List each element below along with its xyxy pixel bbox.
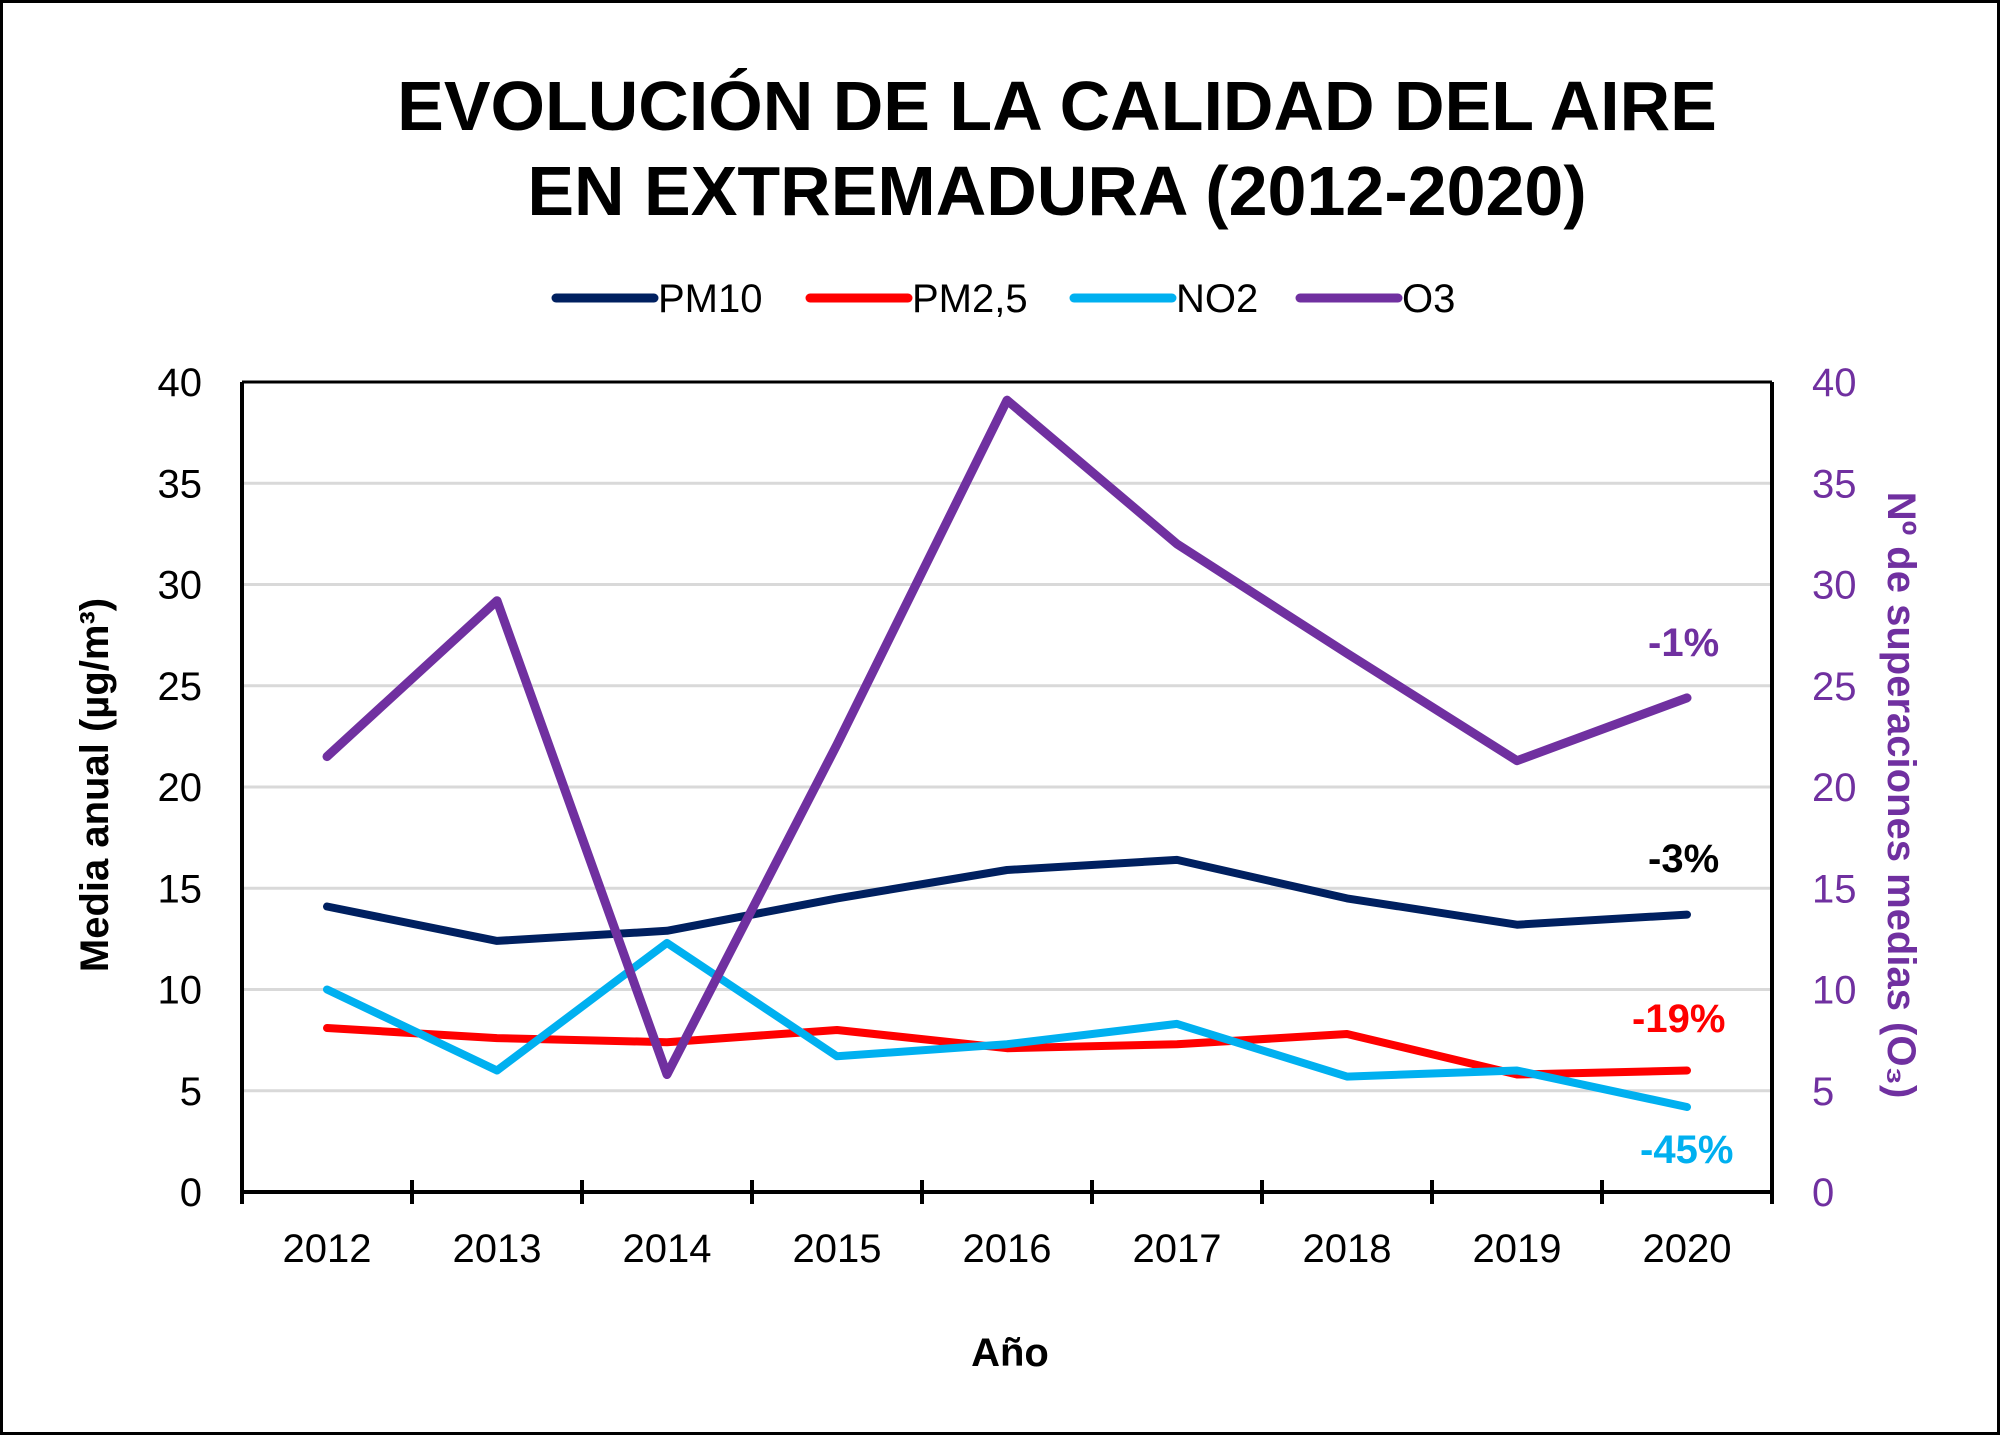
legend-label: PM10 bbox=[658, 277, 763, 321]
y-axis-right-title: Nº de superaciones medias (O₃) bbox=[1879, 492, 1923, 1099]
x-axis-ticks: 2012 2013 2014 2015 2016 2017 2018 2019 2020 bbox=[283, 1227, 1732, 1271]
y-axis-left-ticks: 0 5 10 15 20 25 30 35 40 bbox=[158, 361, 203, 1215]
axes bbox=[240, 380, 1774, 1204]
legend-item: PM10 bbox=[551, 277, 763, 321]
y-tick-label-right: 30 bbox=[1812, 564, 1857, 608]
x-tick-label: 2020 bbox=[1643, 1227, 1732, 1271]
y-axis-left-title: Media anual (µg/m³) bbox=[73, 598, 117, 972]
annotation-pm10: -3% bbox=[1648, 837, 1719, 881]
y-tick-label-right: 35 bbox=[1812, 462, 1857, 506]
annotation-no2: -45% bbox=[1640, 1128, 1733, 1172]
x-tick-label: 2017 bbox=[1133, 1227, 1222, 1271]
x-tick-label: 2018 bbox=[1303, 1227, 1392, 1271]
y-tick-label-left: 5 bbox=[180, 1070, 202, 1114]
gridlines bbox=[242, 481, 1772, 1093]
y-tick-label-left: 30 bbox=[158, 564, 203, 608]
annotation-pm25: -19% bbox=[1632, 997, 1725, 1041]
y-tick-label-left: 0 bbox=[180, 1171, 202, 1215]
x-tick-label: 2012 bbox=[283, 1227, 372, 1271]
chart-title-line-2: EN EXTREMADURA (2012-2020) bbox=[527, 152, 1586, 230]
y-tick-label-left: 35 bbox=[158, 462, 203, 506]
legend-label: NO2 bbox=[1176, 277, 1258, 321]
y-tick-label-left: 15 bbox=[158, 867, 203, 911]
annotation-o3: -1% bbox=[1648, 621, 1719, 665]
y-tick-label-right: 5 bbox=[1812, 1070, 1834, 1114]
y-tick-label-left: 40 bbox=[158, 361, 203, 405]
series-line-o3 bbox=[322, 395, 1692, 1079]
series-line-no2 bbox=[323, 938, 1691, 1111]
y-tick-label-left: 10 bbox=[158, 969, 203, 1013]
legend-label: PM2,5 bbox=[912, 277, 1028, 321]
y-tick-label-left: 25 bbox=[158, 665, 203, 709]
series-line-pm25 bbox=[323, 1024, 1691, 1079]
legend-item: O3 bbox=[1295, 277, 1455, 321]
chart-title-line-1: EVOLUCIÓN DE LA CALIDAD DEL AIRE bbox=[397, 67, 1717, 145]
legend-label: O3 bbox=[1402, 277, 1455, 321]
y-axis-right-ticks: 0 5 10 15 20 25 30 35 40 bbox=[1812, 361, 1857, 1215]
legend-item: NO2 bbox=[1069, 277, 1258, 321]
y-tick-label-right: 10 bbox=[1812, 969, 1857, 1013]
annotations: -1% -3% -19% -45% bbox=[1632, 621, 1733, 1172]
y-tick-label-right: 15 bbox=[1812, 867, 1857, 911]
y-tick-label-right: 25 bbox=[1812, 665, 1857, 709]
y-tick-label-right: 0 bbox=[1812, 1171, 1834, 1215]
x-tick-label: 2015 bbox=[793, 1227, 882, 1271]
x-tick-label: 2013 bbox=[453, 1227, 542, 1271]
y-tick-label-right: 20 bbox=[1812, 766, 1857, 810]
series-lines bbox=[322, 395, 1692, 1111]
x-axis-title: Año bbox=[971, 1331, 1049, 1375]
y-tick-label-left: 20 bbox=[158, 766, 203, 810]
y-tick-label-right: 40 bbox=[1812, 361, 1857, 405]
legend-item: PM2,5 bbox=[805, 277, 1028, 321]
x-tick-label: 2016 bbox=[963, 1227, 1052, 1271]
x-tick-label: 2014 bbox=[623, 1227, 712, 1271]
x-tick-label: 2019 bbox=[1473, 1227, 1562, 1271]
series-line-pm10 bbox=[323, 855, 1691, 945]
legend: PM10 PM2,5 NO2 O3 bbox=[551, 277, 1455, 321]
